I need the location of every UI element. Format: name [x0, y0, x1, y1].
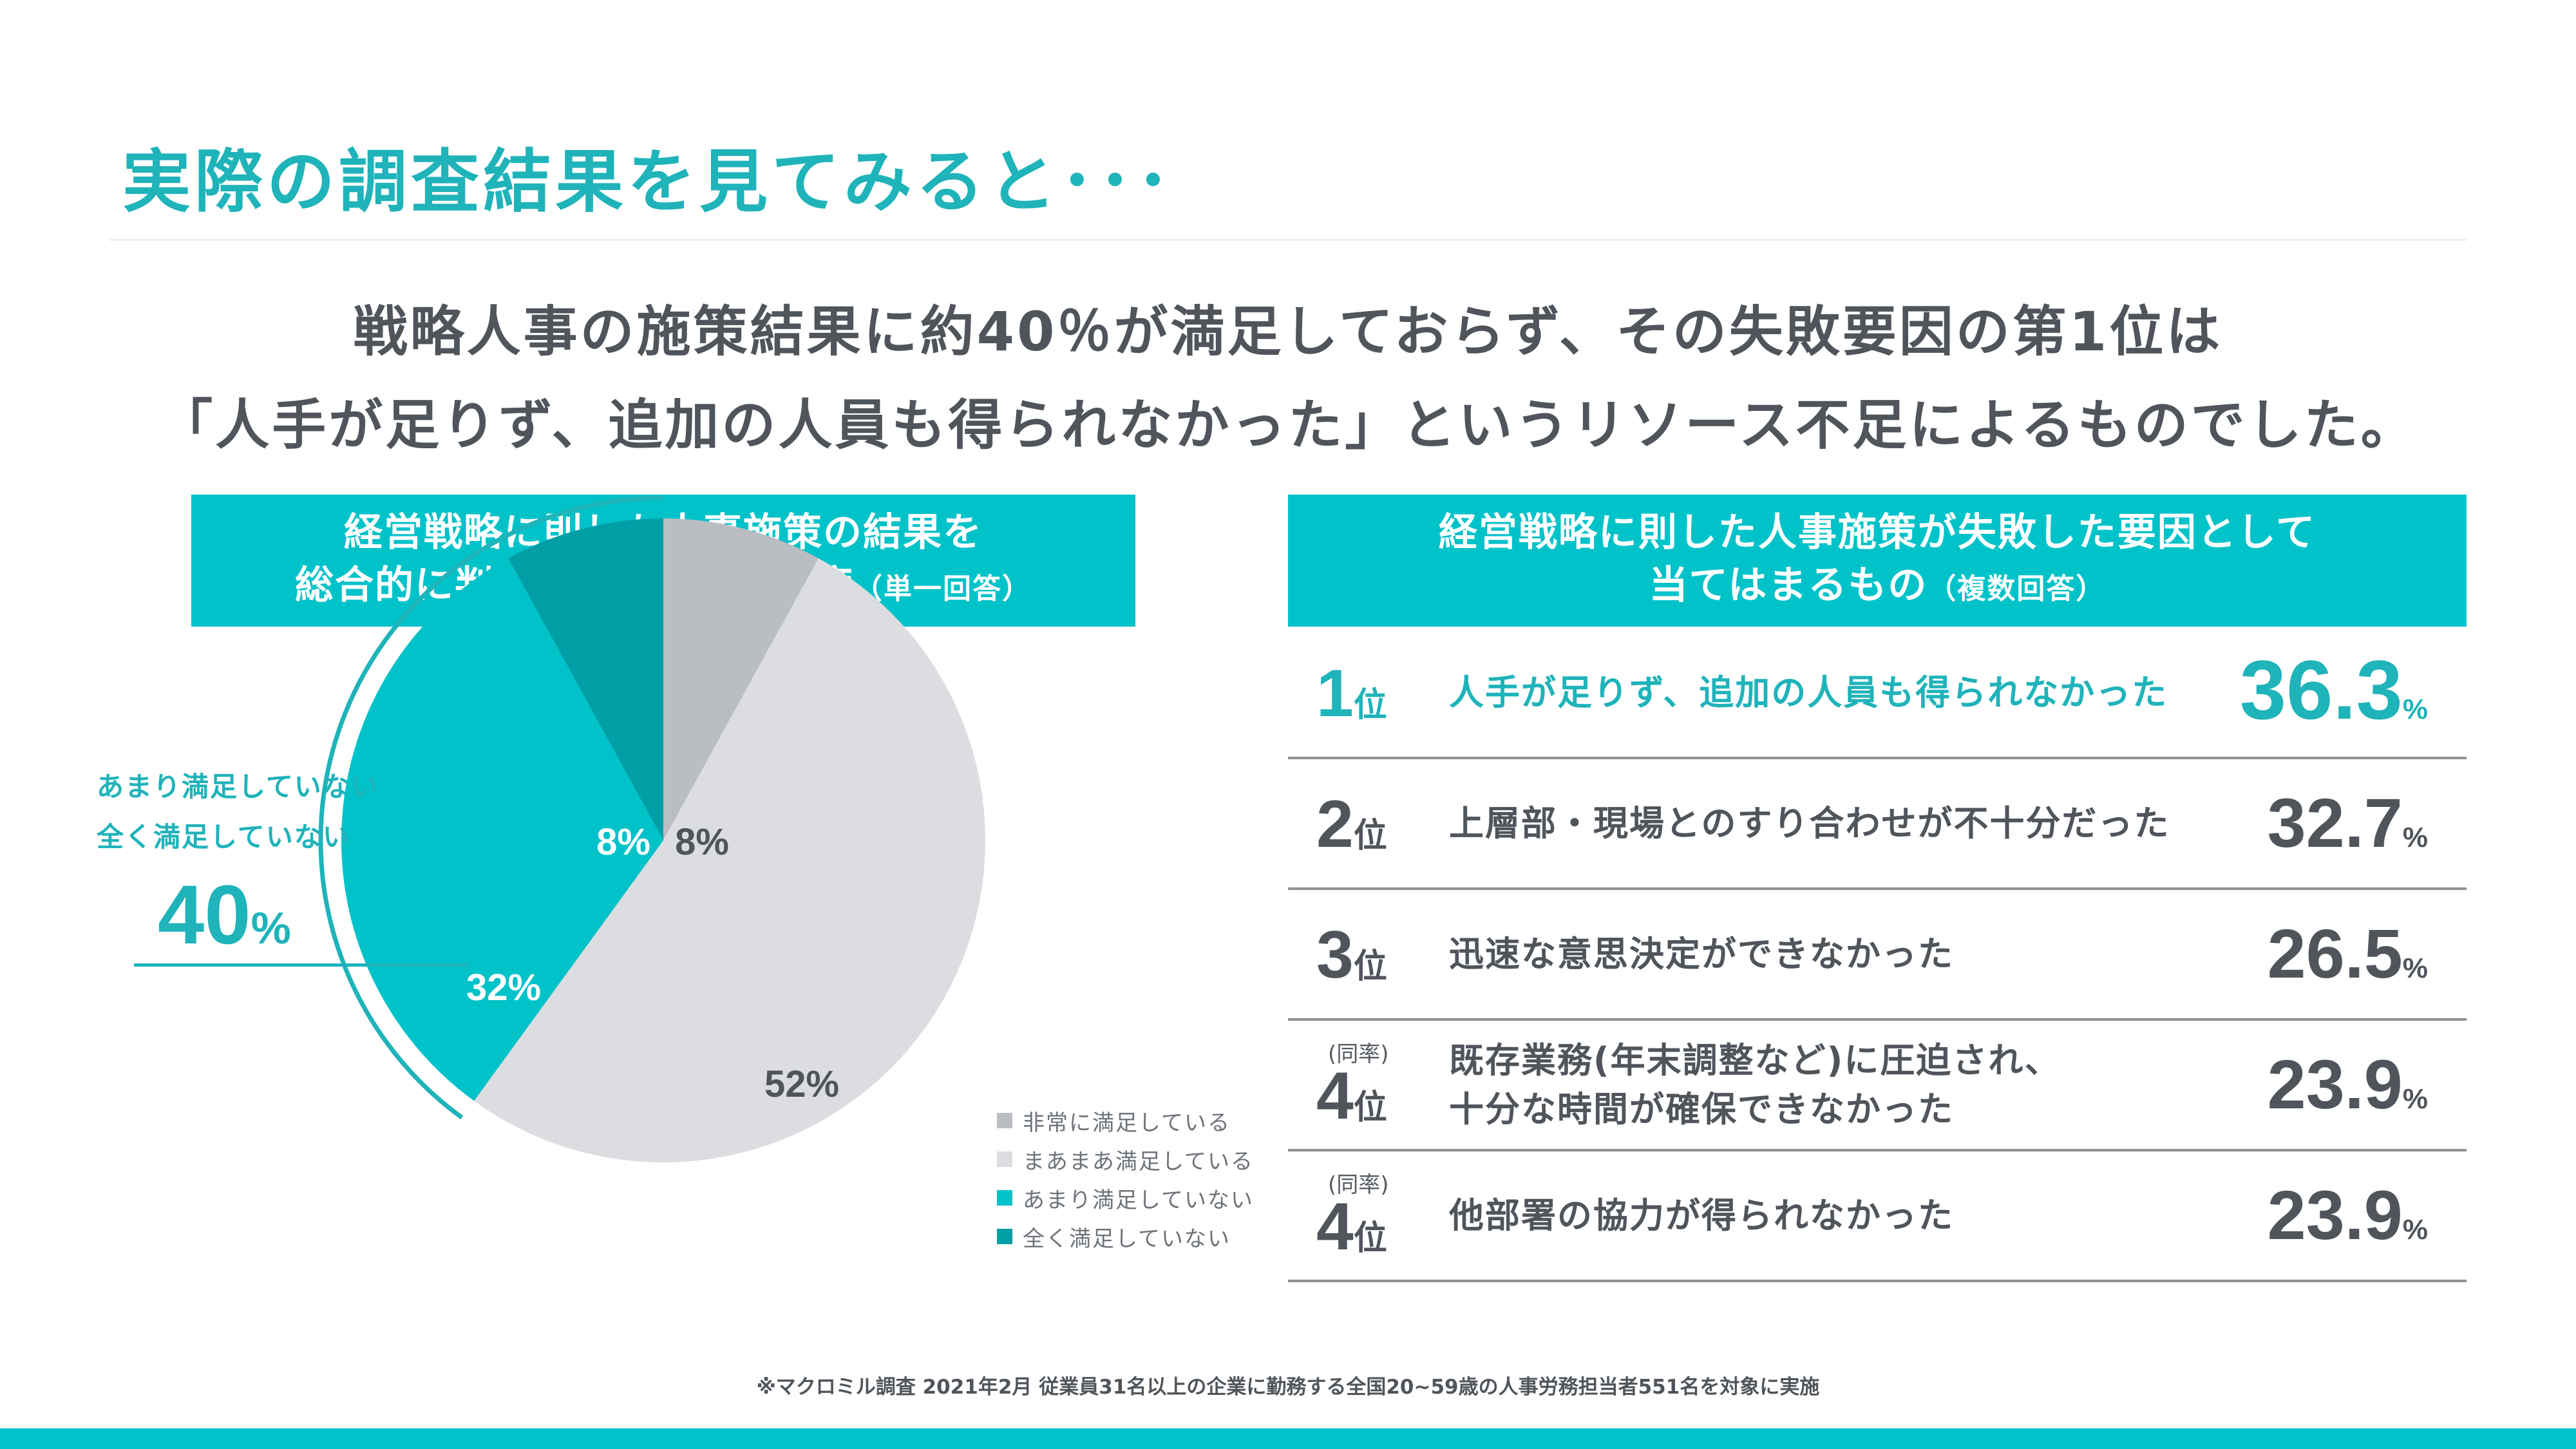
rank-unit: 位 — [1353, 947, 1387, 986]
rank-value-unit: % — [2402, 1214, 2428, 1245]
rank-row: 3位 迅速な意思決定ができなかった 26.5% — [1288, 890, 2467, 1021]
rank-row: (同率) 4位 既存業務(年末調整など)に圧迫され、 十分な時間が確保できなかった 23… — [1288, 1021, 2467, 1151]
callout-value: 40% — [158, 866, 291, 963]
rank-digit: 3 — [1316, 918, 1354, 992]
rank-digit: 1 — [1316, 656, 1354, 731]
legend-swatch — [997, 1190, 1012, 1206]
legend-item-3: 全く満足していない — [997, 1217, 1254, 1256]
callout-label-2: 全く満足していない — [97, 821, 351, 853]
rank-reason-line1: 人手が足りず、追加の人員も得られなかった — [1449, 672, 2168, 713]
legend-label: まあまあ満足している — [1023, 1148, 1254, 1175]
title-divider — [109, 239, 2467, 241]
rank-row: 1位 人手が足りず、追加の人員も得られなかった 36.3% — [1288, 629, 2467, 759]
legend-swatch — [997, 1113, 1012, 1128]
rank-tie-label: (同率) — [1328, 1172, 1389, 1198]
rank-percentage: 23.9% — [2268, 1044, 2428, 1124]
rank-value: 23.9 — [2267, 1045, 2403, 1123]
callout-number: 40 — [158, 867, 251, 961]
rank-reason: 他部署の協力が得られなかった — [1449, 1191, 1954, 1240]
rank-value-unit: % — [2402, 694, 2428, 725]
rank-number: 1位 — [1316, 656, 1387, 732]
legend-item-1: まあまあ満足している — [997, 1140, 1254, 1179]
pie-legend: 非常に満足している まあまあ満足している あまり満足していない 全く満足していない — [997, 1101, 1254, 1256]
legend-label: 全く満足していない — [1023, 1226, 1231, 1252]
pie-label-2: 32% — [466, 967, 541, 1009]
rank-percentage: 36.3% — [2240, 641, 2428, 738]
legend-label: あまり満足していない — [1023, 1187, 1254, 1213]
bottom-accent-bar — [0, 1428, 2576, 1449]
pie-label-1: 52% — [764, 1063, 839, 1105]
rank-reason-line1: 迅速な意思決定ができなかった — [1449, 933, 1954, 974]
rank-value-unit: % — [2402, 952, 2428, 984]
rank-reason: 既存業務(年末調整など)に圧迫され、 十分な時間が確保できなかった — [1449, 1036, 2061, 1134]
rank-unit: 位 — [1353, 817, 1387, 855]
rank-reason: 人手が足りず、追加の人員も得られなかった — [1449, 668, 2168, 717]
lead-line-1: 戦略人事の施策結果に約40％が満足しておらず、その失敗要因の第1位は — [353, 300, 2223, 363]
pie-label-0: 8% — [675, 821, 729, 863]
legend-item-2: あまり満足していない — [997, 1179, 1254, 1217]
satisfaction-heading-note: （単一回答） — [854, 572, 1032, 605]
callout-underline — [134, 963, 469, 967]
legend-swatch — [997, 1151, 1012, 1167]
pie-label-3: 8% — [596, 821, 650, 863]
rank-unit: 位 — [1353, 686, 1387, 724]
legend-item-0: 非常に満足している — [997, 1101, 1254, 1140]
rank-row: (同率) 4位 他部署の協力が得られなかった 23.9% — [1288, 1151, 2467, 1282]
rank-number: 4位 — [1316, 1058, 1387, 1135]
lead-line-2: 「人手が足りず、追加の人員も得られなかった」というリソース不足によるものでした。 — [158, 393, 2418, 457]
rank-value: 23.9 — [2267, 1176, 2403, 1254]
dissatisfied-highlight-arc — [318, 495, 664, 1120]
failure-heading-text: 当てはまるもの — [1649, 562, 1928, 608]
rank-unit: 位 — [1353, 1088, 1387, 1127]
rank-percentage: 26.5% — [2268, 913, 2428, 994]
rank-reason-line1: 上層部・現場とのすり合わせが不十分だった — [1449, 802, 2170, 844]
rank-number: 4位 — [1316, 1189, 1387, 1265]
rank-number: 2位 — [1316, 786, 1387, 863]
failure-heading-line1: 経営戦略に則した人事施策が失敗した要因として — [1438, 509, 2316, 555]
callout-label-1: あまり満足していない — [97, 771, 379, 802]
rank-row: 2位 上層部・現場とのすり合わせが不十分だった 32.7% — [1288, 759, 2467, 890]
legend-label: 非常に満足している — [1023, 1110, 1231, 1136]
page-title: 実際の調査結果を見てみると･･･ — [122, 142, 1174, 222]
rank-reason-line1: 他部署の協力が得られなかった — [1449, 1195, 1954, 1236]
rank-tie-label: (同率) — [1328, 1041, 1389, 1067]
pie-slice-3 — [508, 518, 663, 840]
pie-slice-1 — [474, 558, 985, 1162]
survey-footnote: ※マクロミル調査 2021年2月 従業員31名以上の企業に勤務する全国20~59… — [756, 1376, 1820, 1399]
failure-heading-note: （複数回答） — [1927, 572, 2106, 605]
rank-number: 3位 — [1316, 917, 1387, 994]
rank-reason-line2: 十分な時間が確保できなかった — [1449, 1088, 1954, 1130]
rank-digit: 4 — [1316, 1189, 1354, 1264]
rank-reason: 上層部・現場とのすり合わせが不十分だった — [1449, 799, 2170, 848]
rank-percentage: 32.7% — [2268, 782, 2428, 863]
rank-unit: 位 — [1353, 1219, 1387, 1258]
legend-swatch — [997, 1229, 1012, 1244]
rank-value: 26.5 — [2267, 914, 2403, 992]
rank-percentage: 23.9% — [2268, 1175, 2428, 1255]
rank-value: 32.7 — [2267, 784, 2403, 862]
rank-reason: 迅速な意思決定ができなかった — [1449, 930, 1954, 979]
rank-digit: 2 — [1316, 787, 1354, 862]
rank-digit: 4 — [1316, 1059, 1354, 1133]
rank-value-unit: % — [2402, 822, 2428, 853]
rank-reason-line1: 既存業務(年末調整など)に圧迫され、 — [1449, 1039, 2061, 1081]
rank-value: 36.3 — [2239, 643, 2403, 737]
failure-reasons-heading: 経営戦略に則した人事施策が失敗した要因として 当てはまるもの（複数回答） — [1288, 495, 2467, 627]
callout-unit: % — [251, 903, 291, 953]
rank-value-unit: % — [2402, 1083, 2428, 1115]
failure-heading-line2: 当てはまるもの（複数回答） — [1288, 559, 2467, 616]
pie-slice-0 — [663, 518, 819, 840]
